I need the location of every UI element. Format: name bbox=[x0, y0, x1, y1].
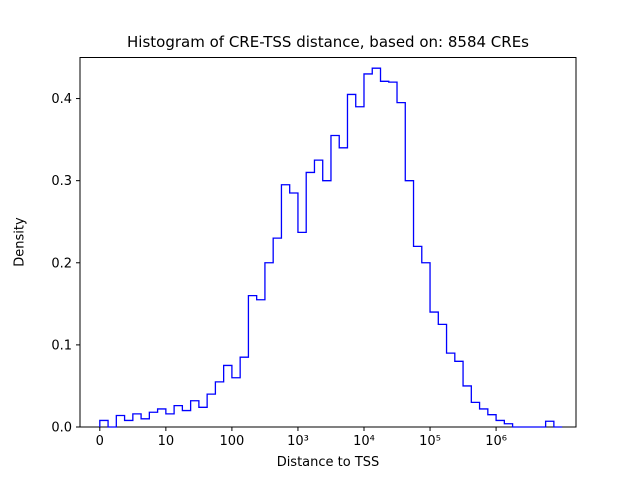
x-tick-label: 10⁴ bbox=[353, 434, 375, 449]
chart-title: Histogram of CRE-TSS distance, based on:… bbox=[127, 33, 529, 51]
x-tick-label: 10⁵ bbox=[419, 434, 441, 449]
y-tick-label: 0.1 bbox=[51, 338, 72, 353]
y-tick-label: 0.4 bbox=[51, 92, 72, 107]
x-tick-label: 10³ bbox=[287, 434, 309, 449]
histogram-line bbox=[99, 67, 563, 428]
x-tick-label: 100 bbox=[219, 434, 244, 449]
x-tick-label: 0 bbox=[96, 434, 104, 449]
x-tick-label: 10 bbox=[158, 434, 175, 449]
x-tick-label: 10⁶ bbox=[485, 434, 507, 449]
y-tick-label: 0.0 bbox=[51, 421, 72, 436]
y-tick-label: 0.3 bbox=[51, 174, 72, 189]
axes-frame bbox=[79, 57, 577, 428]
x-axis-label: Distance to TSS bbox=[276, 455, 380, 470]
y-axis-label: Density bbox=[12, 217, 28, 267]
y-tick-label: 0.2 bbox=[51, 256, 72, 271]
